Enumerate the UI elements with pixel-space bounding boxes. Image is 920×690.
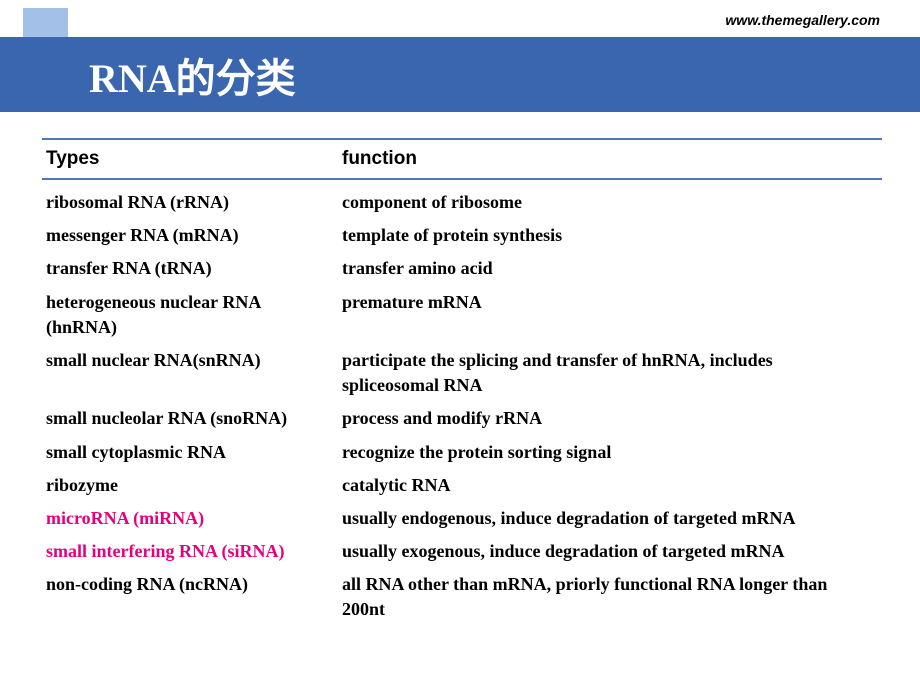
table-row: transfer RNA (tRNA)transfer amino acid	[42, 252, 882, 285]
header-function: function	[342, 148, 882, 170]
accent-square-dark	[0, 37, 57, 112]
type-cell: small nucleolar RNA (snoRNA)	[42, 406, 342, 431]
type-cell: small interfering RNA (siRNA)	[42, 539, 342, 564]
table-row: small cytoplasmic RNArecognize the prote…	[42, 436, 882, 469]
type-cell: messenger RNA (mRNA)	[42, 223, 342, 248]
type-cell: microRNA (miRNA)	[42, 506, 342, 531]
url-text: www.themegallery.com	[725, 12, 880, 28]
table-header-row: Types function	[42, 138, 882, 180]
type-cell: heterogeneous nuclear RNA (hnRNA)	[42, 290, 342, 340]
type-cell: ribozyme	[42, 473, 342, 498]
title-bar: RNA的分类	[57, 37, 920, 112]
table-row: small nucleolar RNA (snoRNA)process and …	[42, 402, 882, 435]
function-cell: catalytic RNA	[342, 473, 882, 498]
header-types: Types	[42, 148, 342, 170]
function-cell: usually exogenous, induce degradation of…	[342, 539, 882, 564]
function-cell: process and modify rRNA	[342, 406, 882, 431]
function-cell: participate the splicing and transfer of…	[342, 348, 882, 398]
table-row: microRNA (miRNA)usually endogenous, indu…	[42, 502, 882, 535]
type-cell: small nuclear RNA(snRNA)	[42, 348, 342, 398]
table-row: messenger RNA (mRNA)template of protein …	[42, 219, 882, 252]
function-cell: premature mRNA	[342, 290, 882, 340]
type-cell: transfer RNA (tRNA)	[42, 256, 342, 281]
table-body: ribosomal RNA (rRNA)component of ribosom…	[42, 180, 882, 627]
function-cell: all RNA other than mRNA, priorly functio…	[342, 572, 882, 622]
type-cell: ribosomal RNA (rRNA)	[42, 190, 342, 215]
page-title: RNA的分类	[89, 46, 296, 104]
table-row: ribozymecatalytic RNA	[42, 469, 882, 502]
type-cell: non-coding RNA (ncRNA)	[42, 572, 342, 622]
function-cell: template of protein synthesis	[342, 223, 882, 248]
table-row: non-coding RNA (ncRNA)all RNA other than…	[42, 568, 882, 626]
function-cell: component of ribosome	[342, 190, 882, 215]
table-row: ribosomal RNA (rRNA)component of ribosom…	[42, 186, 882, 219]
table-row: small interfering RNA (siRNA)usually exo…	[42, 535, 882, 568]
table-row: small nuclear RNA(snRNA)participate the …	[42, 344, 882, 402]
rna-table: Types function ribosomal RNA (rRNA)compo…	[42, 138, 882, 627]
table-row: heterogeneous nuclear RNA (hnRNA)prematu…	[42, 286, 882, 344]
function-cell: usually endogenous, induce degradation o…	[342, 506, 882, 531]
function-cell: transfer amino acid	[342, 256, 882, 281]
function-cell: recognize the protein sorting signal	[342, 440, 882, 465]
type-cell: small cytoplasmic RNA	[42, 440, 342, 465]
